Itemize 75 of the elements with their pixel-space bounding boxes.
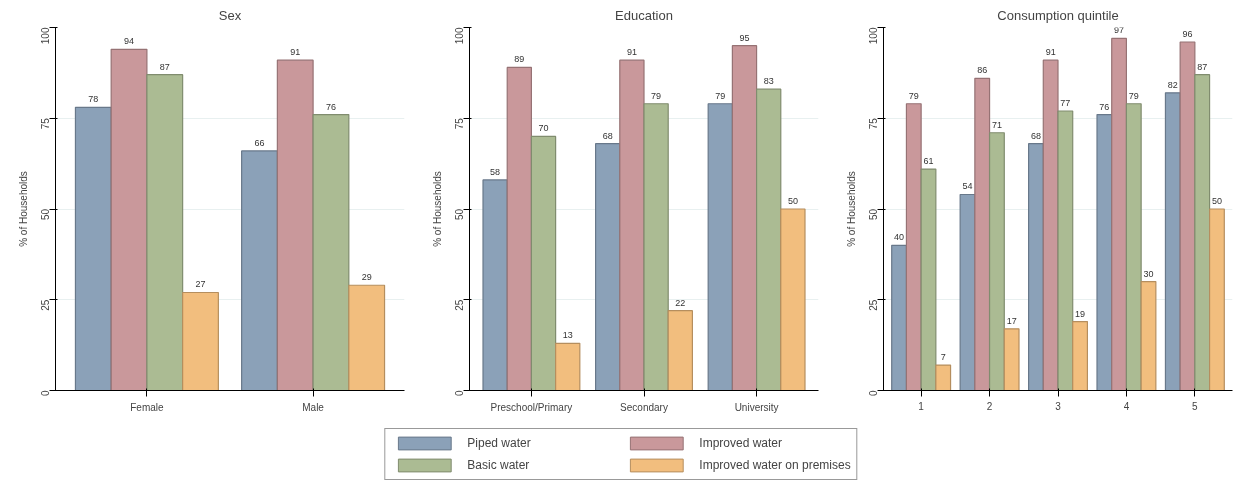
data-label: 50	[1211, 196, 1222, 206]
y-tick-label: 100	[867, 27, 879, 45]
data-label: 96	[1182, 29, 1193, 40]
legend-label: Basic water	[467, 458, 531, 472]
y-tick-label: 100	[39, 27, 51, 45]
y-tick-label: 75	[39, 117, 51, 130]
data-label: 94	[124, 36, 135, 47]
data-label: 17	[1006, 315, 1017, 326]
data-label: 87	[159, 61, 170, 72]
data-label: 79	[651, 90, 662, 101]
data-label: 54	[962, 181, 973, 192]
data-label: 78	[88, 94, 99, 105]
legend-label: Improved water	[699, 436, 783, 450]
y-axis-title: % of Households	[845, 171, 857, 247]
y-tick-label: 25	[39, 299, 51, 311]
data-label: 30	[1143, 268, 1154, 279]
data-label: 68	[1030, 130, 1041, 141]
data-label: 91	[1045, 47, 1056, 58]
data-label: 76	[1099, 101, 1110, 112]
data-label: 95	[739, 32, 750, 43]
y-axis-title: % of Households	[431, 171, 443, 247]
data-label: 70	[538, 123, 549, 134]
data-label: 68	[602, 130, 613, 141]
y-tick-label: 25	[867, 299, 879, 311]
x-tick-label: 5	[1192, 400, 1199, 412]
x-tick-label: 4	[1123, 400, 1130, 412]
data-label: 27	[195, 279, 206, 290]
legend-label: Improved water on premises	[699, 458, 851, 472]
data-label: 66	[254, 137, 265, 148]
legend-label: Piped water	[467, 436, 532, 450]
data-label: 7	[940, 352, 946, 363]
data-label: 83	[763, 76, 774, 87]
data-label: 40	[894, 232, 905, 243]
data-label: 76	[325, 101, 336, 112]
x-tick-label: 2	[986, 400, 993, 412]
chart-title: Education	[615, 7, 673, 23]
data-label: 82	[1167, 79, 1178, 90]
y-tick-label: 50	[453, 208, 465, 221]
data-label: 79	[1128, 90, 1139, 101]
data-label: 50	[787, 196, 798, 206]
y-tick-label: 0	[867, 390, 879, 397]
y-axis-title: % of Households	[17, 171, 29, 247]
data-label: 79	[908, 90, 919, 101]
data-label: 91	[626, 47, 637, 58]
data-label: 89	[514, 54, 525, 65]
x-tick-label: Male	[302, 401, 325, 413]
data-label: 71	[991, 119, 1002, 130]
y-tick-label: 0	[453, 390, 465, 397]
y-tick-label: 0	[39, 390, 51, 397]
x-tick-label: 1	[918, 400, 925, 412]
x-tick-label: Female	[130, 401, 165, 413]
data-label: 61	[923, 156, 934, 167]
x-tick-label: University	[734, 401, 779, 413]
data-label: 29	[361, 272, 372, 283]
data-label: 22	[675, 297, 686, 308]
y-tick-label: 25	[453, 299, 465, 311]
x-tick-label: 3	[1055, 400, 1062, 412]
y-tick-label: 50	[867, 208, 879, 221]
y-tick-label: 75	[867, 117, 879, 130]
chart-title: Sex	[218, 7, 242, 23]
data-label: 97	[1114, 25, 1125, 36]
data-label: 19	[1075, 308, 1086, 319]
data-label: 86	[977, 65, 988, 76]
data-label: 77	[1060, 97, 1071, 108]
y-tick-label: 75	[453, 117, 465, 130]
y-tick-label: 50	[39, 208, 51, 221]
data-label: 58	[490, 166, 501, 177]
x-tick-label: Secondary	[620, 401, 668, 413]
chart-title: Consumption quintile	[997, 7, 1119, 23]
x-tick-label: Preschool/Primary	[490, 401, 573, 413]
data-label: 91	[290, 47, 301, 58]
data-label: 79	[715, 90, 726, 101]
data-label: 13	[562, 330, 573, 341]
y-tick-label: 100	[453, 27, 465, 45]
data-label: 87	[1197, 61, 1208, 72]
